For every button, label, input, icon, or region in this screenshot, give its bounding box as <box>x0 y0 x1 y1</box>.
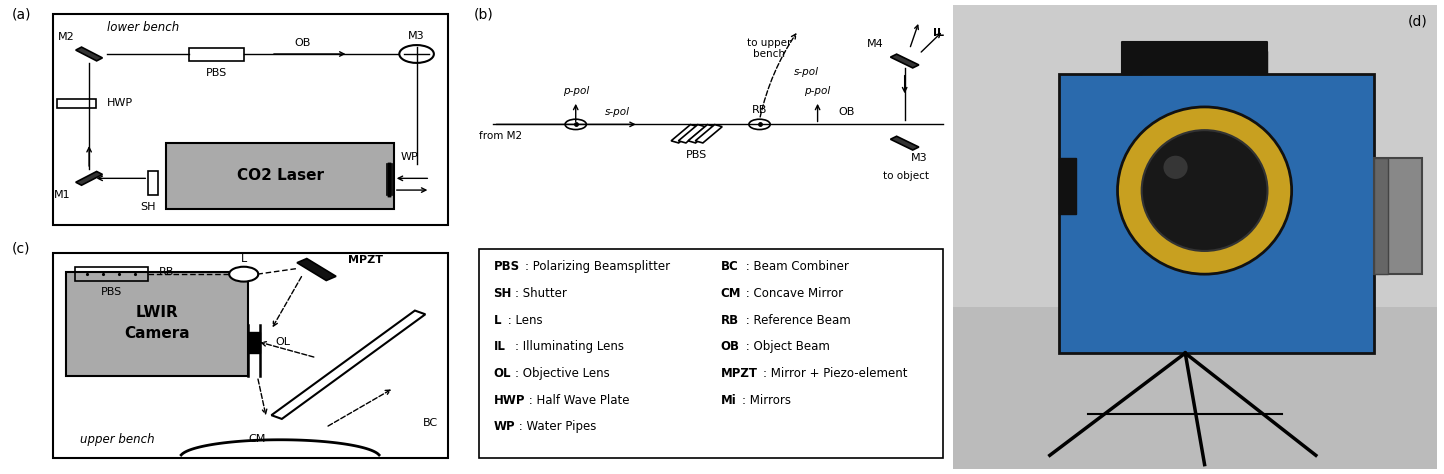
Text: (a): (a) <box>12 7 32 21</box>
Text: : Polarizing Beamsplitter: : Polarizing Beamsplitter <box>526 260 670 273</box>
Circle shape <box>1118 107 1292 274</box>
Circle shape <box>230 267 258 282</box>
Bar <box>189 48 244 61</box>
Text: : Concave Mirror: : Concave Mirror <box>742 287 843 300</box>
Text: : Beam Combiner: : Beam Combiner <box>742 260 849 273</box>
Bar <box>1122 51 1142 74</box>
Bar <box>52 14 449 225</box>
Text: (b): (b) <box>474 7 494 21</box>
Text: BC: BC <box>423 418 438 428</box>
Text: IL: IL <box>494 340 505 353</box>
Bar <box>1373 158 1389 274</box>
Bar <box>149 171 159 195</box>
Text: CM: CM <box>248 434 266 444</box>
Circle shape <box>1142 130 1268 251</box>
Polygon shape <box>696 125 722 143</box>
Text: from M2: from M2 <box>479 131 523 141</box>
Bar <box>953 307 1437 469</box>
Text: HWP: HWP <box>107 98 133 108</box>
Text: s-pol: s-pol <box>793 67 819 77</box>
Circle shape <box>400 45 433 63</box>
Text: PBS: PBS <box>101 287 123 297</box>
Polygon shape <box>687 125 715 143</box>
Text: : Water Pipes: : Water Pipes <box>514 420 596 434</box>
Text: : Object Beam: : Object Beam <box>742 340 830 353</box>
Text: WP: WP <box>401 152 419 162</box>
Text: CM: CM <box>721 287 741 300</box>
Text: : Illuminating Lens: : Illuminating Lens <box>514 340 624 353</box>
Bar <box>1373 158 1422 274</box>
Bar <box>75 267 149 281</box>
Text: WP: WP <box>494 420 516 434</box>
Text: OL: OL <box>276 337 290 346</box>
Text: RB: RB <box>752 105 767 115</box>
Text: PBS: PBS <box>206 68 227 78</box>
Text: M3: M3 <box>911 153 927 163</box>
Text: PBS: PBS <box>494 260 520 273</box>
Bar <box>248 332 260 353</box>
Text: OB: OB <box>295 38 310 48</box>
Text: : Objective Lens: : Objective Lens <box>514 367 609 380</box>
Text: upper bench: upper bench <box>79 433 155 446</box>
Text: BC: BC <box>721 260 738 273</box>
Circle shape <box>1164 155 1187 179</box>
Text: : Half Wave Plate: : Half Wave Plate <box>526 394 630 407</box>
Polygon shape <box>297 258 336 281</box>
Text: SH: SH <box>494 287 511 300</box>
Text: : Mirror + Piezo-element: : Mirror + Piezo-element <box>764 367 908 380</box>
Text: MPZT: MPZT <box>348 255 383 265</box>
Text: IL: IL <box>933 27 944 37</box>
Text: CO2 Laser: CO2 Laser <box>237 168 323 183</box>
Bar <box>166 143 394 209</box>
Text: MPZT: MPZT <box>721 367 758 380</box>
Bar <box>1060 158 1076 214</box>
Text: lower bench: lower bench <box>107 21 179 34</box>
Text: (d): (d) <box>1408 14 1427 28</box>
Polygon shape <box>271 310 426 419</box>
Text: HWP: HWP <box>494 394 526 407</box>
Text: SH: SH <box>140 202 156 212</box>
Text: : Mirrors: : Mirrors <box>742 394 791 407</box>
Polygon shape <box>75 47 103 61</box>
Text: : Lens: : Lens <box>504 314 543 327</box>
Text: L: L <box>494 314 501 327</box>
Text: OB: OB <box>721 340 739 353</box>
Text: LWIR
Camera: LWIR Camera <box>124 305 191 341</box>
Polygon shape <box>75 172 103 185</box>
Text: OL: OL <box>494 367 511 380</box>
Text: : Shutter: : Shutter <box>514 287 566 300</box>
Text: (c): (c) <box>12 242 30 255</box>
Circle shape <box>749 119 770 129</box>
Text: RB: RB <box>721 314 739 327</box>
Text: M4: M4 <box>868 39 884 49</box>
Text: M2: M2 <box>58 32 75 42</box>
Polygon shape <box>679 125 705 143</box>
Text: PBS: PBS <box>686 150 708 160</box>
Bar <box>58 99 95 108</box>
Bar <box>1122 42 1268 74</box>
Text: RB: RB <box>159 267 175 277</box>
Polygon shape <box>891 54 918 68</box>
Polygon shape <box>891 136 918 150</box>
Text: s-pol: s-pol <box>605 107 630 118</box>
Text: to upper
bench: to upper bench <box>747 37 791 59</box>
Text: L: L <box>241 254 247 264</box>
Text: M3: M3 <box>409 31 425 41</box>
Bar <box>66 272 248 376</box>
Bar <box>52 253 449 458</box>
Polygon shape <box>671 125 697 143</box>
Text: p-pol: p-pol <box>804 86 830 96</box>
Bar <box>1060 74 1373 353</box>
Text: OB: OB <box>839 107 855 118</box>
Text: M1: M1 <box>53 190 71 200</box>
Text: Mi: Mi <box>721 394 736 407</box>
Text: : Reference Beam: : Reference Beam <box>742 314 851 327</box>
Text: to object: to object <box>882 171 928 181</box>
Bar <box>1248 51 1268 74</box>
Text: p-pol: p-pol <box>563 86 589 96</box>
Circle shape <box>565 119 586 129</box>
